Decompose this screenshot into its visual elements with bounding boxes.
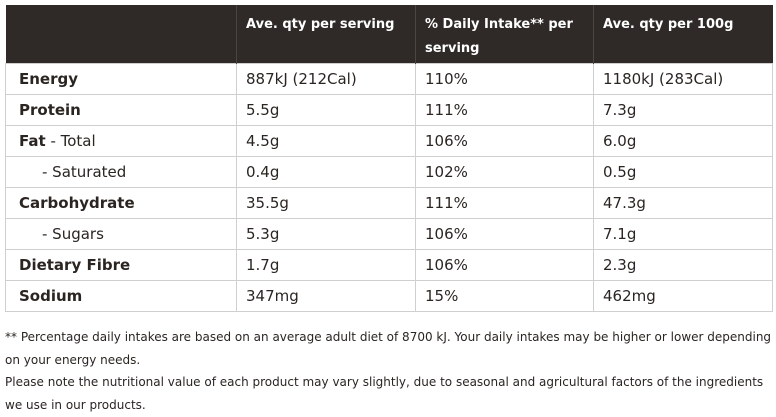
value-daily-intake: 15% [415, 280, 594, 312]
table-row: - Saturated 0.4g 102% 0.5g [5, 156, 773, 188]
value-daily-intake: 106% [415, 125, 594, 157]
nutrient-label: Energy [5, 63, 237, 95]
nutrient-label: Fat - Total [5, 125, 237, 157]
value-daily-intake: 102% [415, 156, 594, 188]
footnotes: ** Percentage daily intakes are based on… [5, 326, 773, 416]
nutrient-label: Sodium [5, 280, 237, 312]
table-row: Carbohydrate 35.5g 111% 47.3g [5, 187, 773, 219]
table-row: Dietary Fibre 1.7g 106% 2.3g [5, 249, 773, 281]
header-nutrient [5, 5, 237, 64]
daily-intake-footnote: ** Percentage daily intakes are based on… [5, 330, 772, 367]
value-per-100g: 2.3g [593, 249, 773, 281]
value-per-serving: 5.3g [236, 218, 416, 250]
nutrient-name: Sodium [19, 287, 83, 305]
nutrient-qualifier: - Saturated [42, 163, 127, 181]
header-per-serving: Ave. qty per serving [236, 5, 416, 64]
value-per-100g: 7.3g [593, 94, 773, 126]
nutrient-name: Protein [19, 101, 81, 119]
nutrient-label: Carbohydrate [5, 187, 237, 219]
value-per-100g: 7.1g [593, 218, 773, 250]
value-daily-intake: 106% [415, 249, 594, 281]
header-per-100g: Ave. qty per 100g [593, 5, 773, 64]
nutrient-name: Dietary Fibre [19, 256, 131, 274]
value-per-100g: 462mg [593, 280, 773, 312]
nutrition-table-container: Ave. qty per serving % Daily Intake** pe… [5, 5, 773, 312]
table-row: Energy 887kJ (212Cal) 110% 1180kJ (283Ca… [5, 63, 773, 95]
nutrient-label: Protein [5, 94, 237, 126]
nutrient-label: Dietary Fibre [5, 249, 237, 281]
nutrient-qualifier: - Sugars [42, 225, 104, 243]
header-daily-intake: % Daily Intake** per serving [415, 5, 594, 64]
value-per-serving: 4.5g [236, 125, 416, 157]
table-row: Sodium 347mg 15% 462mg [5, 280, 773, 312]
value-per-100g: 6.0g [593, 125, 773, 157]
variation-footnote: Please note the nutritional value of eac… [5, 375, 764, 412]
table-row: Fat - Total 4.5g 106% 6.0g [5, 125, 773, 157]
value-per-100g: 0.5g [593, 156, 773, 188]
value-per-serving: 347mg [236, 280, 416, 312]
value-daily-intake: 106% [415, 218, 594, 250]
value-per-serving: 1.7g [236, 249, 416, 281]
nutrient-label: - Saturated [5, 156, 237, 188]
value-per-serving: 5.5g [236, 94, 416, 126]
table-header-row: Ave. qty per serving % Daily Intake** pe… [5, 5, 773, 64]
table-row: Protein 5.5g 111% 7.3g [5, 94, 773, 126]
table-row: - Sugars 5.3g 106% 7.1g [5, 218, 773, 250]
nutrient-qualifier: - Total [45, 132, 96, 150]
nutrient-label: - Sugars [5, 218, 237, 250]
nutrient-name: Energy [19, 70, 79, 88]
value-per-serving: 35.5g [236, 187, 416, 219]
value-per-serving: 0.4g [236, 156, 416, 188]
value-daily-intake: 111% [415, 187, 594, 219]
value-per-serving: 887kJ (212Cal) [236, 63, 416, 95]
value-per-100g: 1180kJ (283Cal) [593, 63, 773, 95]
value-per-100g: 47.3g [593, 187, 773, 219]
value-daily-intake: 111% [415, 94, 594, 126]
nutrient-name: Fat [19, 132, 46, 150]
nutrient-name: Carbohydrate [19, 194, 135, 212]
nutrition-table: Ave. qty per serving % Daily Intake** pe… [5, 5, 773, 312]
value-daily-intake: 110% [415, 63, 594, 95]
